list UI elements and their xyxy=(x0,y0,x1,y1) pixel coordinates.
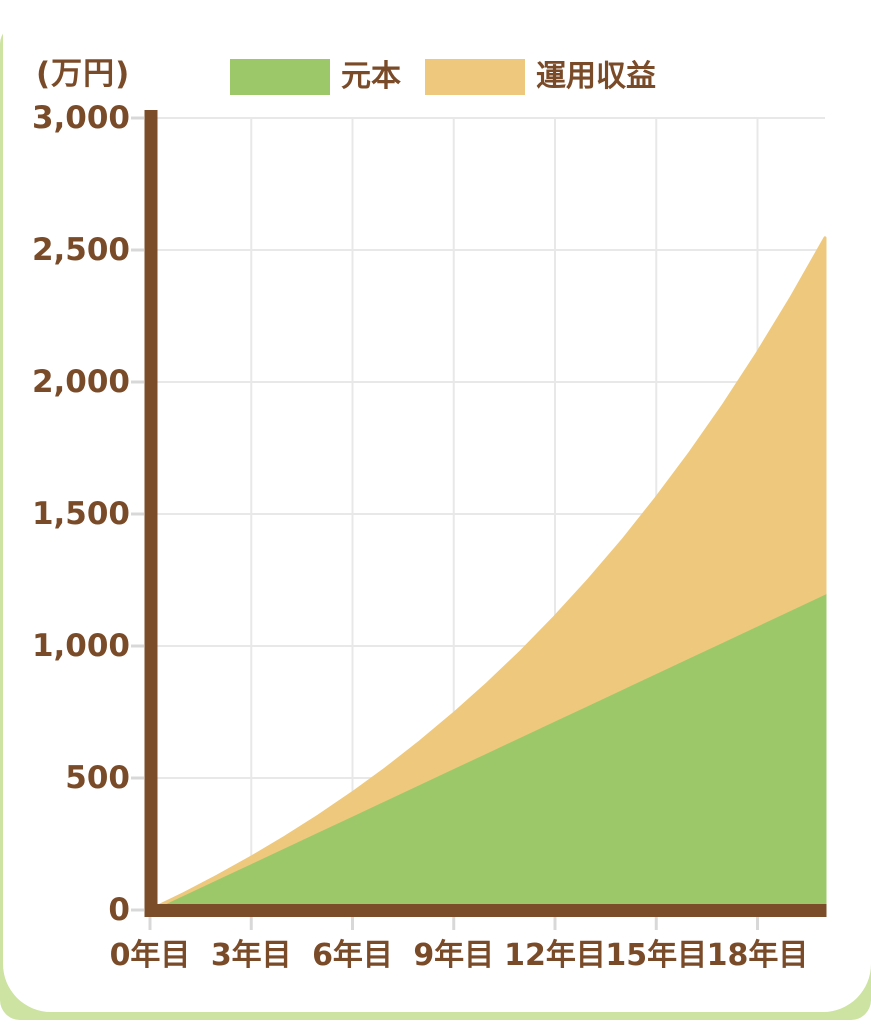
y-tick-label: 2,000 xyxy=(31,364,130,400)
x-tick-label: 3年目 xyxy=(210,938,292,973)
y-tick-label: 1,500 xyxy=(31,496,130,532)
y-axis-line xyxy=(144,110,158,917)
legend-item-returns: 運用収益 xyxy=(425,59,656,95)
legend-item-principal: 元本 xyxy=(230,59,401,95)
legend-label-returns: 運用収益 xyxy=(536,59,656,94)
legend-label-principal: 元本 xyxy=(341,59,401,94)
x-tick-label: 15年目 xyxy=(605,938,708,973)
y-tick-label: 2,500 xyxy=(31,232,130,268)
area-returns xyxy=(148,236,827,912)
x-tick-label: 6年目 xyxy=(312,938,393,973)
y-tick-label: 1,000 xyxy=(31,628,130,664)
chart-legend: 元本 運用収益 xyxy=(230,59,656,95)
y-tick-label: 0 xyxy=(108,892,130,928)
x-tick-label: 18年目 xyxy=(706,938,809,973)
legend-swatch-returns-icon xyxy=(425,59,525,95)
y-tick-label: 500 xyxy=(65,760,130,796)
y-axis-unit-label: (万円) xyxy=(36,56,131,92)
x-tick-label: 9年目 xyxy=(413,938,495,973)
y-tick-label: 3,000 xyxy=(31,100,130,136)
x-tick-label: 0年目 xyxy=(109,938,191,973)
legend-swatch-principal-icon xyxy=(230,59,330,95)
x-axis-line xyxy=(144,904,827,917)
x-tick-label: 12年目 xyxy=(504,938,606,973)
